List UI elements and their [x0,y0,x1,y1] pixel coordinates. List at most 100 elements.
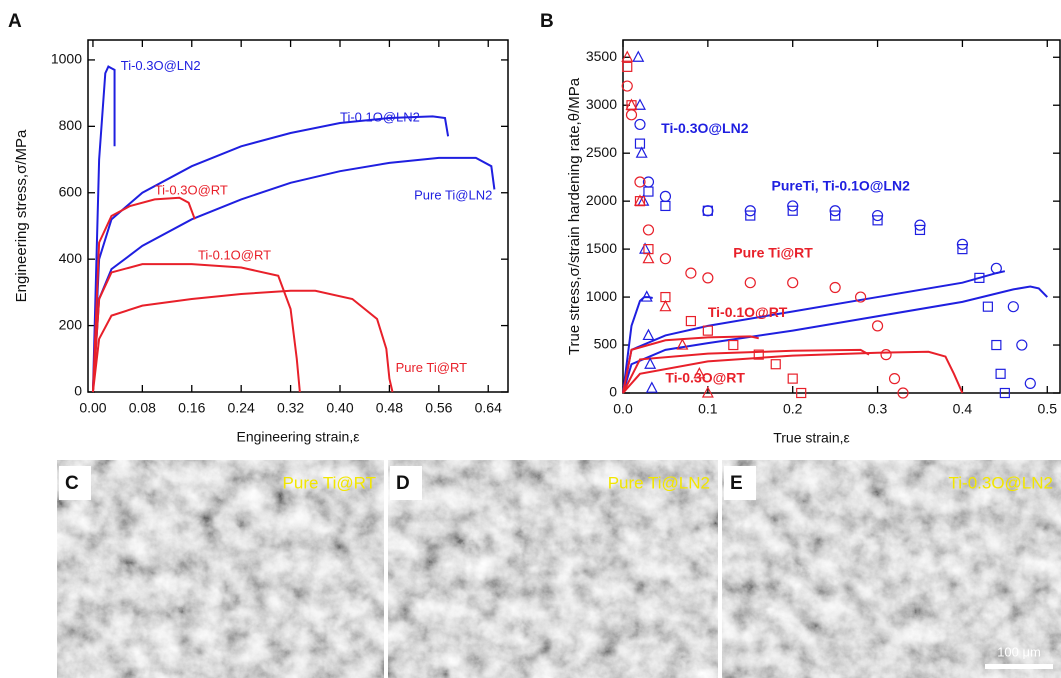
marker [744,277,756,289]
y-tick-label: 1000 [586,288,617,304]
marker [622,61,633,72]
x-tick-label: 0.4 [953,401,973,417]
marker [676,338,689,350]
marker [633,194,646,206]
marker [880,349,892,361]
sem-image [722,460,1061,678]
marker [995,368,1006,379]
annotation: Pure Ti@RT [733,245,813,261]
y-tick-label: 400 [59,250,83,266]
y-tick-label: 0 [74,383,82,399]
marker [685,315,696,327]
curve [91,156,496,393]
y-tick-label: 3000 [586,96,617,112]
curve-label: Ti-0.1O@RT [198,247,271,262]
curve [91,289,394,393]
x-tick-label: 0.24 [228,400,255,416]
curve [91,263,301,393]
marker [787,205,798,216]
marker [871,209,884,222]
curve [91,65,116,393]
y-tick-label: 2500 [586,144,617,160]
marker [702,325,713,336]
marker [745,210,756,221]
sem-image [57,460,384,678]
annotation: Ti-0.3O@LN2 [661,120,749,136]
marker [645,381,658,393]
marker [642,328,655,341]
panel-label: A [8,11,22,32]
marker [625,98,638,110]
scale-bar-label: 100 μm [997,644,1041,659]
x-tick-label: 0.00 [79,400,106,416]
curve-label: Ti-0.3O@RT [155,183,228,198]
y-tick-label: 2000 [586,192,617,208]
x-tick-label: 0.16 [178,400,205,416]
x-tick-label: 0.40 [326,400,353,416]
marker [660,200,671,212]
marker [787,373,798,384]
x-axis-label: Engineering strain,ε [237,429,360,445]
y-tick-label: 600 [59,183,83,199]
plot-frame [622,39,1061,394]
marker [621,80,633,92]
curve-label: Ti-0.1O@LN2 [340,109,420,124]
curve-label: Pure Ti@RT [396,360,468,375]
marker [796,387,807,399]
marker [1024,377,1036,390]
scale-bar [985,664,1053,669]
marker [829,205,841,217]
x-tick-label: 0.3 [868,401,888,417]
marker [701,386,714,398]
image-caption: Pure Ti@RT [283,473,376,492]
plot-area [91,65,496,393]
sem-image [388,460,718,678]
y-tick-label: 3500 [586,48,617,64]
marker [644,357,657,369]
curve-label: Ti-0.3O@LN2 [121,58,201,73]
marker [914,219,926,231]
marker [897,387,909,399]
panel-badge [724,466,756,500]
panel-label: D [396,473,410,494]
curve [91,196,196,393]
curve-label: Pure Ti@LN2 [414,188,492,203]
annotation: Ti-0.3O@RT [665,369,745,385]
annotation: Ti-0.1O@RT [708,304,788,320]
marker [957,244,968,255]
marker [982,301,993,312]
x-tick-label: 0.32 [277,400,304,416]
marker [640,290,653,302]
marker [643,186,654,197]
panel-label: B [540,11,554,32]
curve [622,335,759,394]
marker [991,339,1002,351]
image-caption: Ti-0.3O@LN2 [949,473,1054,492]
x-tick-label: 0.08 [129,400,156,416]
marker [787,200,799,212]
marker [702,205,714,217]
marker [999,387,1010,399]
marker [642,176,655,188]
marker [744,205,756,217]
curve [622,348,870,394]
marker [693,367,706,379]
y-tick-label: 1500 [586,240,617,256]
image-caption: Pure Ti@LN2 [608,473,710,492]
panel-badge [390,466,422,500]
marker [642,251,655,264]
marker [990,262,1002,274]
marker [625,109,638,121]
marker [659,253,672,265]
annotation: PureTi, Ti-0.1O@LN2 [771,177,910,193]
marker [974,272,985,283]
marker [702,272,714,284]
marker [659,299,672,312]
marker [685,267,697,279]
marker [621,50,634,62]
marker [914,224,926,236]
y-tick-label: 500 [594,336,618,352]
panel-label: C [65,473,79,494]
y-axis-label: True stress,σ/strain hardening rate,θ/MP… [566,77,583,355]
